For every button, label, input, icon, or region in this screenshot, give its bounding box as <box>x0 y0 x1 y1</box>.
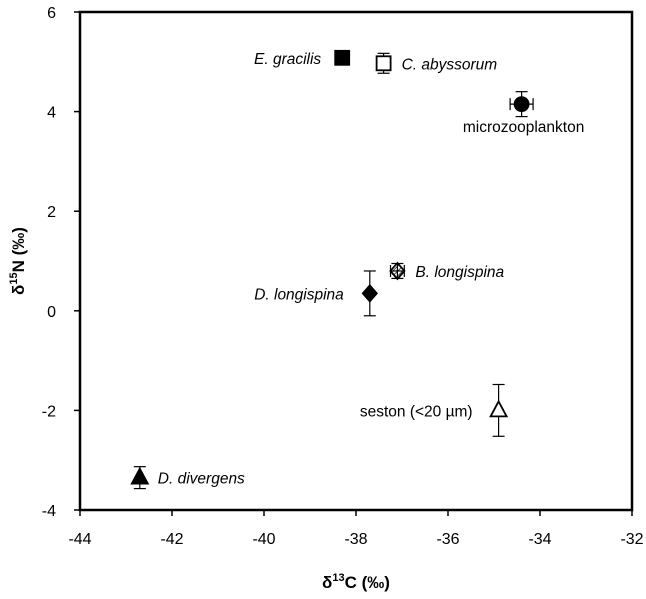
circle-marker <box>513 96 530 113</box>
point-label: C. abyssorum <box>402 56 498 73</box>
y-tick-label: 4 <box>47 105 56 122</box>
point-d-longispina <box>361 270 378 317</box>
y-tick-label: -4 <box>42 503 56 520</box>
x-tick-label: -44 <box>68 531 91 548</box>
point-e-gracilis <box>334 49 351 66</box>
x-tick-label: -42 <box>160 531 183 548</box>
axis-ticks: -44 -42 -40 -38 -36 -34 -32 -4 -2 0 2 4 6 <box>42 5 644 548</box>
y-tick-label: 0 <box>47 304 56 321</box>
point-label: B. longispina <box>415 264 504 281</box>
point-label: E. gracilis <box>254 51 321 68</box>
x-tick-label: -40 <box>252 531 275 548</box>
y-axis-title: δ15N (‰) <box>8 227 28 295</box>
point-labels: E. gracilis C. abyssorum microzooplankton B… <box>158 51 585 488</box>
point-b-longispina <box>389 261 406 281</box>
x-tick-label: -36 <box>436 531 459 548</box>
x-tick-label: -34 <box>528 531 551 548</box>
point-c-abyssorum <box>375 52 392 74</box>
plot-frame <box>78 10 634 512</box>
square-marker <box>334 49 351 66</box>
point-microzooplankton <box>509 91 534 118</box>
point-d-divergens <box>130 466 150 490</box>
diamond-marker <box>361 284 378 303</box>
triangle-marker <box>130 466 150 485</box>
square-marker <box>375 55 392 72</box>
data-points <box>130 49 534 490</box>
y-tick-label: 2 <box>47 204 56 221</box>
point-label: seston (<20 µm) <box>360 403 473 420</box>
triangle-marker <box>489 399 509 418</box>
point-label: microzooplankton <box>463 119 584 136</box>
y-tick-label: 6 <box>47 5 56 22</box>
y-tick-label: -2 <box>42 403 56 420</box>
point-label: D. longispina <box>254 286 344 303</box>
point-label: D. divergens <box>158 471 245 488</box>
x-tick-label: -38 <box>344 531 367 548</box>
diamond-marker <box>389 261 406 281</box>
x-tick-label: -32 <box>620 531 643 548</box>
x-axis-title: δ13C (‰) <box>322 572 390 592</box>
point-seston-20-m <box>489 383 509 437</box>
